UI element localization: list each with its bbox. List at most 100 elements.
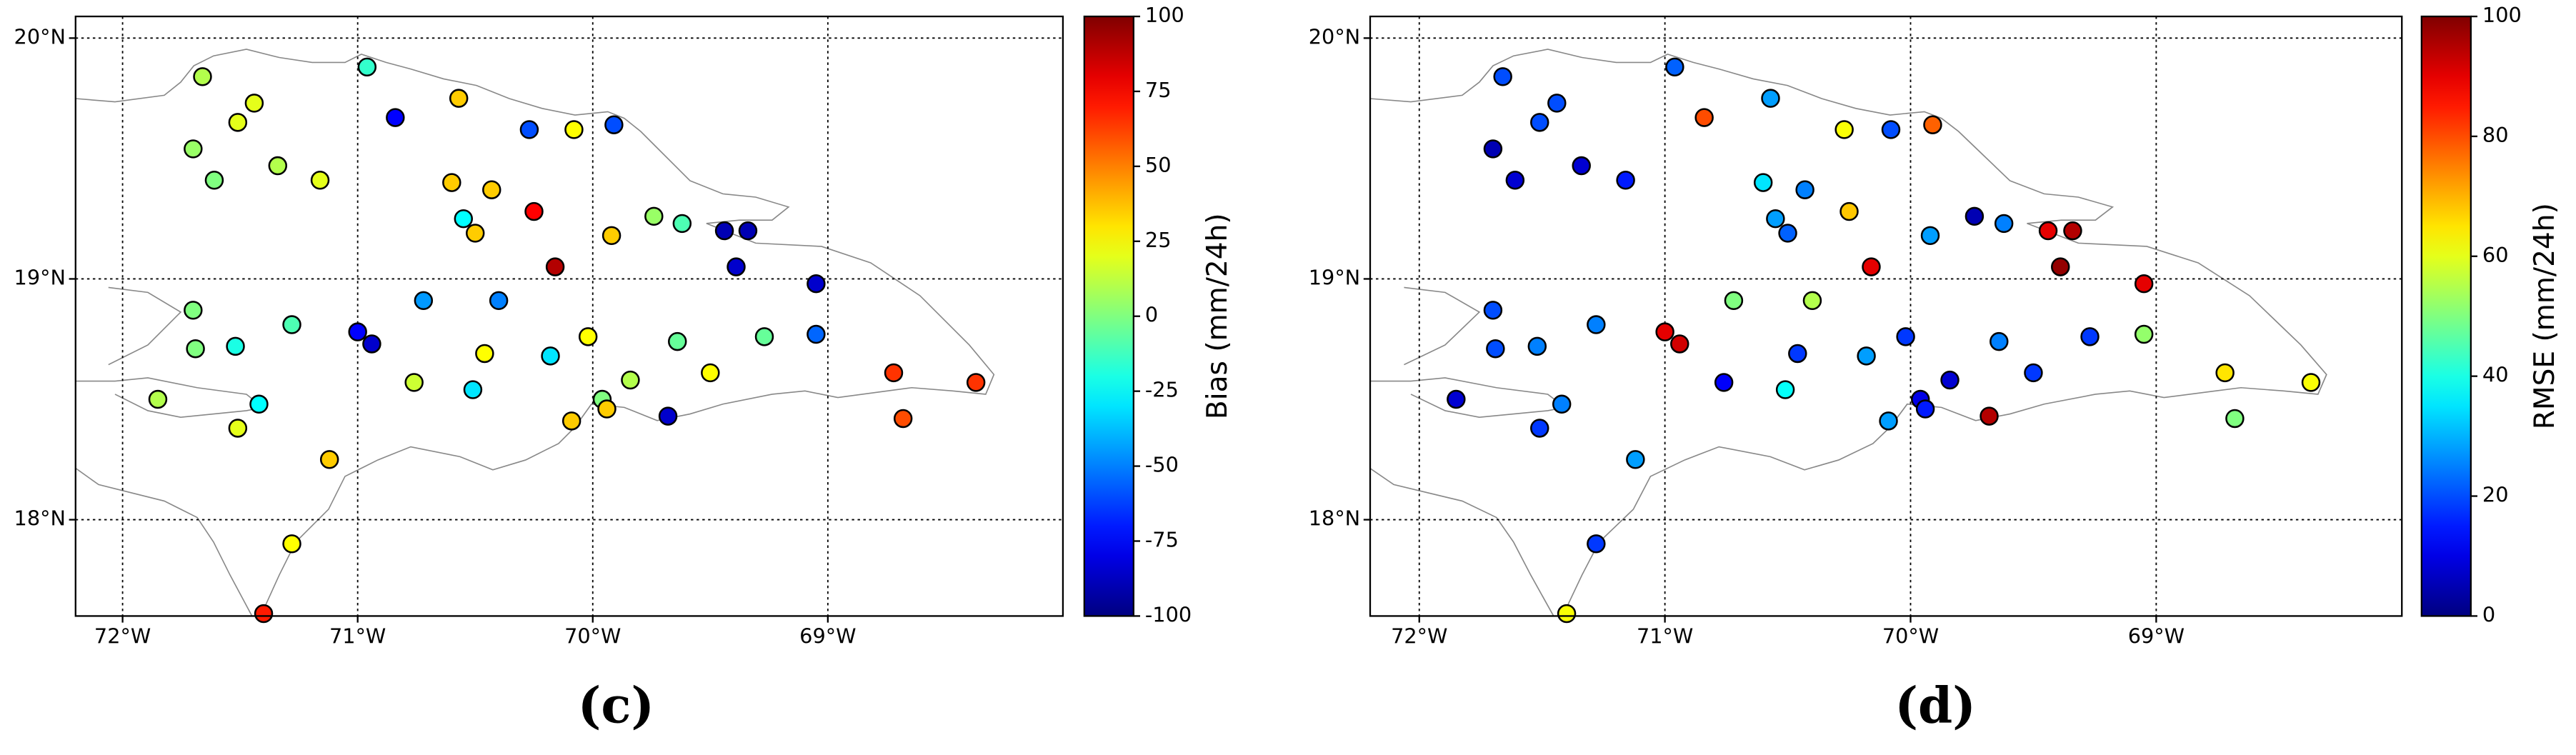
y-tick-label: 20°N: [14, 24, 66, 49]
colorbar-label: Bias (mm/24h): [1202, 213, 1234, 419]
station-point: [254, 604, 274, 624]
station-point: [466, 224, 485, 243]
station-point: [1965, 206, 1985, 226]
station-point: [310, 171, 330, 190]
station-point: [2225, 409, 2245, 429]
station-point: [1447, 389, 1466, 409]
station-point: [268, 156, 288, 176]
station-point: [1505, 171, 1525, 190]
station-point: [807, 274, 826, 294]
station-point: [489, 291, 509, 311]
station-point: [1994, 214, 2014, 234]
station-point: [148, 389, 168, 409]
station-point: [204, 171, 224, 190]
station-point: [893, 409, 913, 429]
station-point: [541, 346, 560, 366]
colorbar-tick-label: -25: [1145, 378, 1179, 402]
station-point: [621, 370, 640, 390]
station-point: [1724, 291, 1744, 311]
station-point: [228, 113, 248, 132]
station-point: [1802, 291, 1822, 311]
station-point: [244, 94, 264, 113]
station-point: [282, 315, 301, 334]
panel-label: (c): [578, 677, 654, 735]
station-point: [1616, 171, 1635, 190]
station-point: [1552, 394, 1572, 414]
station-point: [604, 115, 624, 134]
station-point: [1896, 327, 1915, 346]
station-point: [524, 201, 544, 221]
y-tick-label: 18°N: [1309, 506, 1360, 531]
station-point: [1834, 120, 1854, 139]
station-point: [1879, 411, 1898, 431]
colorbar-tick-label: -75: [1145, 527, 1179, 551]
colorbar-tick-label: 20: [2482, 483, 2509, 507]
station-point: [2024, 363, 2043, 383]
station-point: [1775, 380, 1795, 399]
colorbar-tick-label: 100: [2482, 3, 2522, 27]
colorbar-tick-label: 80: [2482, 123, 2509, 147]
station-point: [357, 57, 377, 77]
colorbar-tick-label: 100: [1145, 3, 1184, 27]
station-point: [578, 327, 598, 346]
station-point: [1714, 373, 1734, 392]
station-point: [2063, 221, 2082, 241]
y-tick-label: 19°N: [1309, 265, 1360, 289]
station-point: [658, 406, 678, 426]
station-point: [1587, 534, 1606, 554]
station-point: [597, 399, 616, 419]
colorbar-label: RMSE (mm/24h): [2529, 203, 2561, 429]
station-point: [1761, 89, 1780, 108]
station-point: [1670, 334, 1689, 354]
station-point: [1980, 406, 1999, 426]
station-point: [1862, 257, 1881, 276]
y-tick-label: 18°N: [14, 506, 66, 531]
station-point: [1530, 419, 1549, 438]
station-point: [1920, 226, 1940, 246]
station-point: [186, 339, 205, 359]
station-point: [1788, 344, 1807, 364]
station-point: [193, 67, 212, 86]
colorbar-tick-label: -50: [1145, 453, 1179, 477]
station-point: [1881, 120, 1901, 139]
station-point: [1857, 346, 1876, 366]
station-point: [1990, 331, 2009, 351]
x-tick-label: 72°W: [94, 624, 151, 648]
station-point: [601, 226, 621, 246]
station-point: [754, 327, 774, 346]
colorbar-tick-label: 50: [1145, 153, 1172, 177]
x-tick-label: 71°W: [329, 624, 386, 648]
station-point: [1778, 224, 1797, 243]
station-point: [1753, 173, 1773, 192]
station-point: [2301, 373, 2321, 392]
station-point: [404, 373, 424, 392]
station-point: [228, 419, 248, 438]
x-tick-label: 70°W: [1882, 624, 1939, 648]
station-point: [1572, 156, 1591, 176]
station-point: [184, 301, 203, 320]
station-point: [348, 322, 367, 341]
station-point: [386, 108, 405, 127]
panels: 72°W 71°W 70°W 69°W 18°N 19°N 20°N -100 -75 -50 -2…: [14, 3, 2562, 734]
station-point: [668, 331, 687, 351]
panel-label: (d): [1894, 677, 1976, 735]
station-point: [249, 394, 269, 414]
station-point: [1839, 201, 1859, 221]
station-point: [1665, 57, 1684, 77]
colorbar-tick-label: 60: [2482, 243, 2509, 267]
station-point: [482, 180, 501, 199]
station-point: [1694, 108, 1714, 127]
station-point: [807, 324, 826, 344]
station-point: [1915, 399, 1935, 419]
y-tick-label: 20°N: [1309, 24, 1360, 49]
colorbar: [2420, 15, 2472, 617]
station-point: [1655, 322, 1674, 341]
station-point: [475, 344, 494, 364]
station-point: [2038, 221, 2058, 241]
station-point: [727, 257, 746, 276]
station-point: [644, 206, 664, 226]
station-point: [701, 363, 720, 383]
station-point: [672, 214, 692, 234]
